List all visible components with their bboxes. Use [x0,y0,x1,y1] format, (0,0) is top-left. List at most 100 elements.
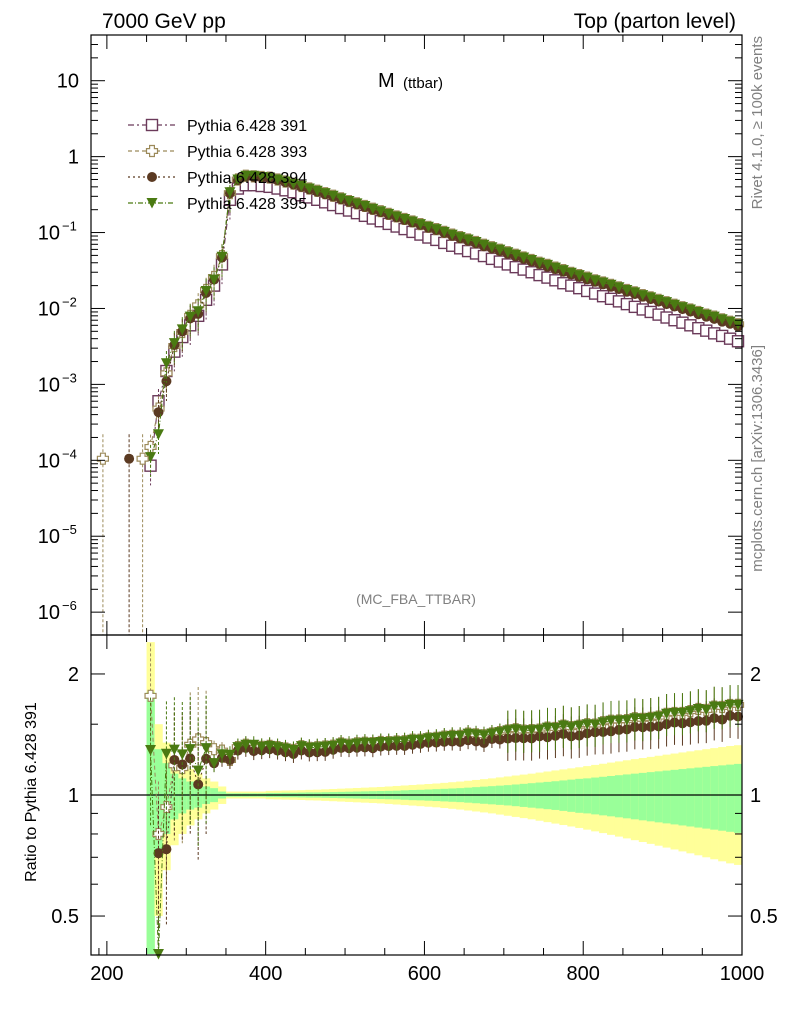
data-point [160,358,172,369]
data-point [208,274,220,286]
mcplots-label: mcplots.cern.ch [arXiv:1306.3436] [749,345,766,572]
ratio-y-tick-label: 2 [68,664,79,686]
y-tick-label: 10 [38,602,60,624]
band-inner [583,778,592,814]
ratio-point [645,712,657,724]
band-inner [630,773,640,820]
ratio-point [224,749,236,761]
ratio-point [700,704,712,716]
ratio-point [629,713,641,724]
ratio-point [272,742,284,753]
band-inner [591,777,600,815]
x-tick-label: 800 [567,963,600,985]
ratio-series-395 [145,685,744,960]
ratio-y-tick-label-right: 0.5 [750,906,778,928]
ratio-y-tick-label-right: 2 [750,664,761,686]
ratio-point [589,719,601,731]
y-tick-label: 10 [38,223,60,245]
series-391 [144,179,745,486]
ratio-point [351,738,363,749]
ratio-point [494,727,506,738]
ratio-point [541,722,553,734]
ratio-point [581,719,593,730]
data-point [438,226,450,238]
legend-entry: Pythia 6.428 393 [187,144,307,161]
legend-entry: Pythia 6.428 394 [187,170,307,187]
band-inner [170,773,179,820]
y-tick-exponent: −3 [62,370,77,385]
ratio-point [184,744,196,755]
data-point [152,429,164,440]
ratio-point [367,738,379,749]
ratio-point [319,741,331,753]
analysis-label: (MC_FBA_TTBAR) [356,591,476,607]
ratio-point [391,736,403,748]
ratio-point [478,730,490,741]
series-395 [145,170,744,477]
ratio-y-tick-label: 1 [68,785,79,807]
band-inner [646,772,655,822]
legend-marker [146,198,158,209]
ratio-point [407,734,419,746]
plot-title-sub: (ttbar) [403,75,443,92]
data-point [224,187,236,198]
ratio-point [684,706,696,717]
ratio-point [145,744,157,756]
ratio-point [264,740,276,752]
data-point [200,285,212,297]
ratio-y-tick-label: 0.5 [51,906,79,928]
data-point [557,265,569,276]
ratio-point [256,741,268,753]
band-inner [559,780,568,811]
data-point [153,407,164,418]
ratio-point [335,738,347,750]
band-inner [702,766,711,829]
ratio-point [557,720,569,732]
ratio-point [669,707,681,719]
ratio-point [613,715,625,726]
low-data-point [136,452,149,465]
y-tick-label: 10 [38,298,60,320]
data-point [692,306,704,318]
data-point [359,200,371,212]
data-point [216,251,228,263]
band-inner [575,778,584,813]
data-point [470,237,482,248]
band-inner [694,767,703,828]
ratio-point [430,732,442,744]
band-inner [654,771,663,823]
ratio-point [534,724,546,736]
data-point [510,249,522,261]
ratio-point [605,715,617,727]
band-inner [678,769,687,826]
ratio-point [383,737,395,748]
plot-title: M [378,70,395,92]
ratio-point [232,742,244,753]
band-inner [638,772,648,821]
data-point [414,219,426,230]
ratio-point [526,725,538,736]
y-tick-label: 10 [38,374,60,396]
data-point [430,224,442,235]
ratio-point [502,725,514,736]
band-inner [718,765,727,831]
ratio-point [359,737,371,749]
ratio-point [161,844,172,855]
header-right: Top (parton level) [574,10,736,33]
band-inner [726,764,735,832]
ratio-point [708,701,720,713]
x-tick-label: 200 [90,963,123,985]
ratio-point [510,724,522,735]
y-tick-exponent: −6 [62,598,77,613]
legend: Pythia 6.428 391 Pythia 6.428 393 Pythia 6… [128,118,307,213]
band-inner [686,768,695,827]
legend-entry: Pythia 6.428 395 [187,196,307,213]
ratio-point [446,730,458,742]
data-point [731,335,745,348]
ratio-point [144,689,157,702]
ratio-point [637,713,649,725]
ratio-point [160,748,172,760]
band-inner [614,775,624,818]
data-point [629,287,641,298]
